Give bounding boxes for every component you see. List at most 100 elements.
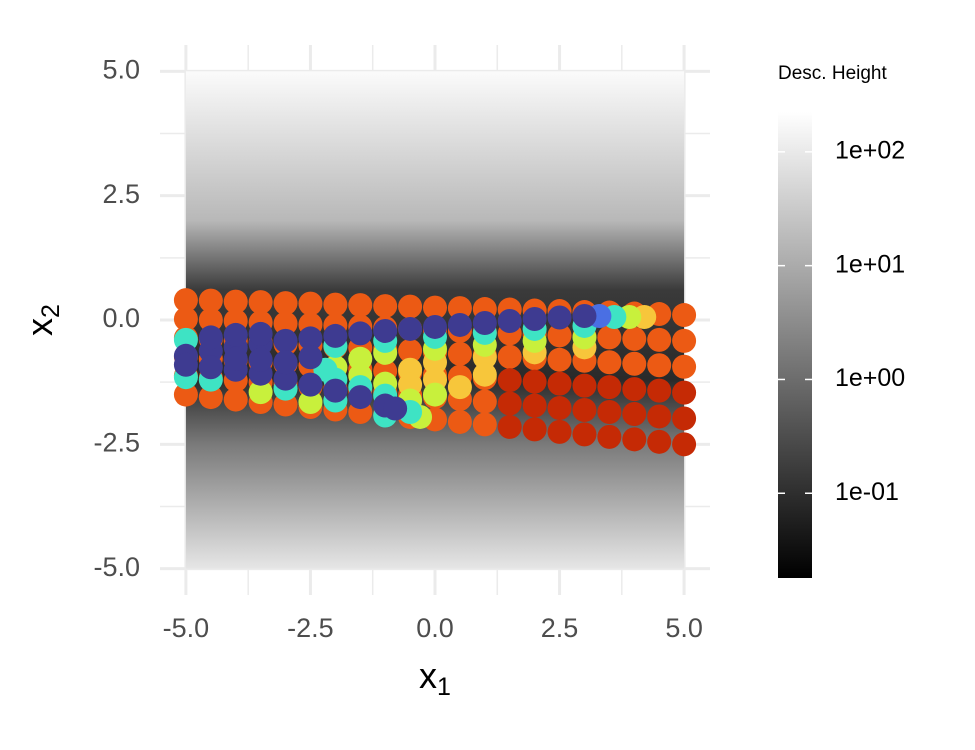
point xyxy=(223,322,248,347)
point xyxy=(547,396,572,421)
point xyxy=(622,401,647,426)
point xyxy=(647,327,672,352)
point xyxy=(622,326,647,351)
point xyxy=(622,377,647,402)
y-tick-label: 5.0 xyxy=(102,54,140,84)
point xyxy=(522,393,547,418)
point xyxy=(273,311,298,336)
point xyxy=(348,321,373,346)
point xyxy=(223,346,248,371)
y-tick-label: 0.0 xyxy=(102,303,140,333)
point xyxy=(323,378,348,403)
point xyxy=(348,385,373,410)
point xyxy=(622,427,647,452)
point xyxy=(497,368,522,393)
point xyxy=(323,292,348,317)
point xyxy=(223,387,248,412)
point xyxy=(472,412,497,437)
point xyxy=(547,305,572,330)
point xyxy=(373,318,398,343)
point xyxy=(298,390,323,415)
y-tick-label: 2.5 xyxy=(102,179,140,209)
point xyxy=(522,417,547,442)
colorbar-label: 1e+00 xyxy=(835,364,905,392)
point xyxy=(647,404,672,429)
point xyxy=(547,419,572,444)
colorbar-label: 1e-01 xyxy=(835,478,899,506)
point xyxy=(672,303,697,328)
x-tick-label: 5.0 xyxy=(665,613,703,643)
point xyxy=(497,308,522,333)
point xyxy=(647,429,672,454)
point xyxy=(672,380,697,405)
point xyxy=(273,366,298,391)
point xyxy=(497,344,522,369)
point xyxy=(472,362,497,387)
x-tick-label: 0.0 xyxy=(416,613,454,643)
point xyxy=(248,380,273,405)
point xyxy=(198,288,223,313)
point xyxy=(348,346,373,371)
point xyxy=(348,293,373,318)
point xyxy=(497,391,522,416)
point xyxy=(597,424,622,449)
point xyxy=(472,310,497,335)
point xyxy=(273,291,298,316)
point xyxy=(373,294,398,319)
point xyxy=(298,372,323,397)
point xyxy=(672,328,697,353)
point xyxy=(497,414,522,439)
point xyxy=(173,352,198,377)
point xyxy=(298,326,323,351)
point xyxy=(223,289,248,314)
point xyxy=(423,295,447,320)
point xyxy=(273,328,298,353)
point xyxy=(572,422,597,447)
y-tick-label: -5.0 xyxy=(93,552,140,582)
point xyxy=(597,325,622,350)
point xyxy=(198,325,223,350)
colorbar-label: 1e+02 xyxy=(835,136,905,164)
point xyxy=(597,350,622,375)
points xyxy=(173,288,697,457)
point xyxy=(198,308,223,332)
point xyxy=(398,294,423,319)
point xyxy=(547,371,572,396)
point xyxy=(173,382,198,407)
x-tick-label: 2.5 xyxy=(541,613,579,643)
point xyxy=(398,338,423,363)
colorbar-label: 1e+01 xyxy=(835,250,905,278)
point xyxy=(672,406,697,431)
point xyxy=(423,314,447,339)
x-tick-label: -5.0 xyxy=(163,613,210,643)
point xyxy=(423,382,447,407)
x-tick-label: -2.5 xyxy=(287,613,334,643)
x-title-main: x xyxy=(419,655,437,696)
point xyxy=(447,296,472,321)
point xyxy=(248,347,273,372)
point xyxy=(173,288,198,313)
colorbar-fill xyxy=(778,112,812,578)
x-axis-title: x1 xyxy=(419,655,451,701)
x-title-sub: 1 xyxy=(437,673,451,701)
point xyxy=(522,369,547,394)
point xyxy=(447,409,472,434)
point xyxy=(672,354,697,379)
point xyxy=(248,321,273,346)
point xyxy=(622,351,647,376)
y-title-sub: 2 xyxy=(37,304,65,318)
point xyxy=(547,347,572,372)
y-title-main: x xyxy=(19,318,60,336)
point xyxy=(383,396,408,421)
point xyxy=(298,345,323,370)
point xyxy=(447,341,472,366)
point xyxy=(647,378,672,403)
colorbar-title: Desc. Height xyxy=(778,63,887,84)
point xyxy=(248,290,273,315)
point xyxy=(447,312,472,337)
point xyxy=(522,307,547,332)
point xyxy=(398,316,423,341)
point xyxy=(198,355,223,380)
point xyxy=(323,323,348,348)
point xyxy=(447,375,472,400)
